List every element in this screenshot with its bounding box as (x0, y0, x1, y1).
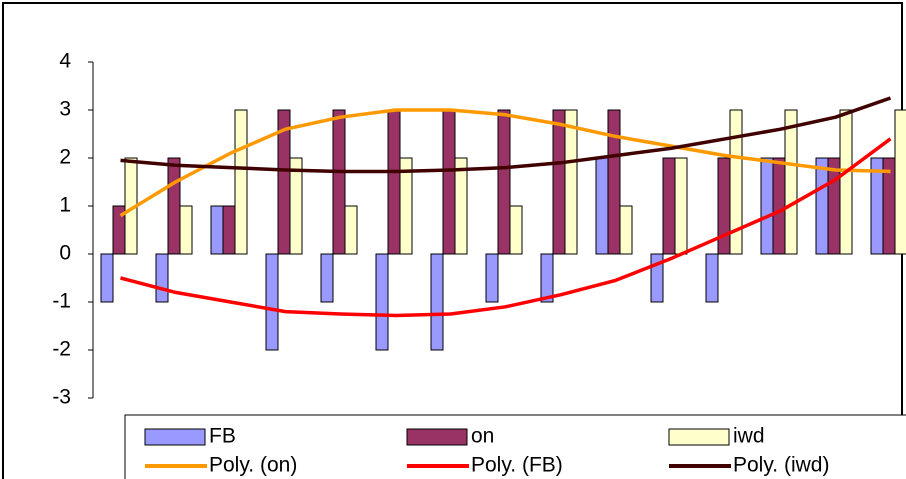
bar (344, 205, 358, 255)
bar (387, 109, 401, 255)
bar (662, 157, 676, 255)
legend-swatch (144, 428, 206, 446)
bar (705, 253, 719, 303)
bar (595, 157, 609, 255)
bar (442, 109, 456, 255)
bar (454, 157, 468, 255)
y-tick-label: 4 (59, 50, 71, 73)
y-tick-label: 1 (59, 194, 71, 217)
legend-label: FB (209, 425, 236, 448)
bar (564, 109, 578, 255)
bar (784, 109, 798, 255)
legend-swatch (668, 428, 730, 446)
bar (289, 157, 303, 255)
bar (509, 205, 523, 255)
legend-swatch (406, 428, 468, 446)
y-tick-label: -1 (52, 290, 71, 313)
bar (210, 205, 224, 255)
y-tick-label: 2 (59, 146, 71, 169)
bar (607, 109, 621, 255)
bar (100, 253, 114, 303)
bar (430, 253, 444, 351)
bar (552, 109, 566, 255)
bar (222, 205, 236, 255)
bar (155, 253, 169, 303)
bar (234, 109, 248, 255)
bar (619, 205, 633, 255)
bar (179, 205, 193, 255)
bar (760, 157, 774, 255)
legend-box (124, 414, 906, 479)
bar (894, 109, 906, 255)
bar (717, 157, 731, 255)
y-tick-label: -2 (52, 338, 71, 361)
y-tick-label: -3 (52, 386, 71, 409)
legend-label: Poly. (iwd) (733, 454, 829, 477)
trend-line (120, 137, 892, 318)
bar (399, 157, 413, 255)
bar (265, 253, 279, 351)
bar (772, 157, 786, 255)
bar (375, 253, 389, 351)
legend-label: Poly. (FB) (471, 454, 563, 477)
y-tick-label: 3 (59, 98, 71, 121)
bar (827, 157, 841, 255)
bar (485, 253, 499, 303)
legend-label: Poly. (on) (209, 454, 297, 477)
y-tick-label: 0 (59, 242, 71, 265)
bar (815, 157, 829, 255)
bar (674, 157, 688, 255)
bar (320, 253, 334, 303)
trend-line (119, 108, 891, 218)
bar (540, 253, 554, 303)
bar (497, 109, 511, 255)
bar (332, 109, 346, 255)
bar (729, 109, 743, 255)
trend-line (120, 96, 892, 174)
bar (167, 157, 181, 255)
legend-label: iwd (733, 425, 765, 448)
bar (839, 109, 853, 255)
legend-label: on (471, 425, 494, 448)
